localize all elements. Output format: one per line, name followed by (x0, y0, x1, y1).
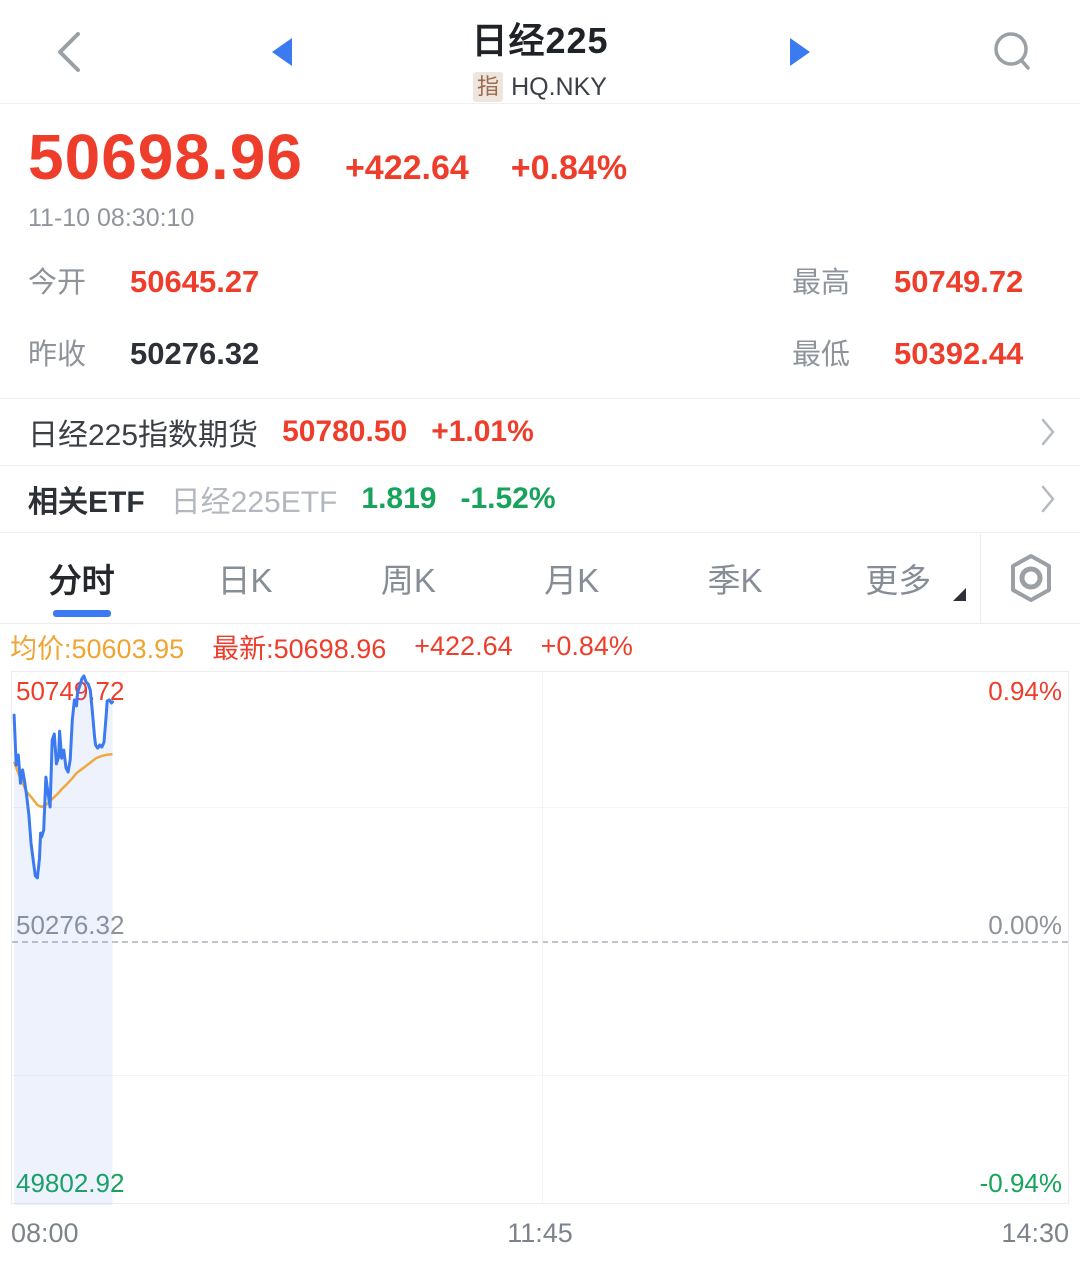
x-tick-mid: 11:45 (507, 1218, 573, 1248)
latest-change-pct-label: +0.84% (540, 630, 633, 661)
futures-price: 50780.50 (282, 415, 408, 448)
header-title-block: 日经225 指 HQ.NKY (0, 12, 1080, 102)
latest-price-label: 最新:50698.96 (212, 633, 387, 664)
header: 日经225 指 HQ.NKY (0, 0, 1080, 104)
prev-close-dashed-line (12, 941, 1068, 943)
y-label-low: 49802.92 (16, 1168, 125, 1198)
stat-high: 最高 50749.72 (540, 259, 1052, 301)
back-chevron-icon (58, 32, 80, 72)
active-tab-underline (52, 610, 111, 617)
last-price: 50698.96 (28, 121, 303, 193)
etf-row[interactable]: 相关ETF 日经225ETF 1.819 -1.52% (0, 465, 1080, 532)
tab-label: 更多 (865, 562, 932, 599)
y-label-prevclose: 50276.32 (16, 910, 125, 940)
gridline-vertical (542, 672, 543, 1203)
tab-label: 月K (544, 562, 600, 599)
quote-stats: 今开 50645.27 最高 50749.72 昨收 50276.32 最低 5… (28, 259, 1052, 373)
chart-settings-button[interactable] (980, 533, 1080, 623)
y-label-high: 50749.72 (16, 676, 125, 706)
price-change-pct: +0.84% (510, 149, 628, 187)
search-button[interactable] (990, 28, 1036, 76)
avg-price-label: 均价:50603.95 (10, 633, 185, 664)
futures-label: 日经225指数期货 (28, 419, 259, 452)
futures-change-pct: +1.01% (431, 415, 534, 448)
prev-stock-button[interactable] (262, 34, 302, 70)
stat-label: 今开 (28, 267, 87, 299)
y-label-low-pct: -0.94% (979, 1168, 1062, 1198)
stat-value: 50276.32 (130, 336, 260, 371)
symbol-code: HQ.NKY (511, 72, 607, 101)
futures-row[interactable]: 日经225指数期货 50780.50 +1.01% (0, 398, 1080, 465)
quote-timestamp: 11-10 08:30:10 (28, 204, 195, 232)
price-change: +422.64 (344, 149, 469, 187)
tab-quarterly-k[interactable]: 季K (653, 533, 816, 623)
tab-label: 日K (217, 562, 273, 599)
back-button[interactable] (48, 26, 92, 78)
next-triangle-icon (790, 38, 810, 66)
chart-tabs: 分时 日K 周K 月K 季K 更多 (0, 532, 1080, 624)
next-stock-button[interactable] (780, 34, 820, 70)
tab-label: 周K (380, 562, 436, 599)
tab-label: 季K (707, 562, 763, 599)
tab-label: 分时 (48, 562, 115, 599)
chevron-right-icon (1041, 485, 1055, 513)
etf-change-pct: -1.52% (460, 482, 556, 515)
tab-daily-k[interactable]: 日K (163, 533, 326, 623)
y-label-zero-pct: 0.00% (988, 910, 1062, 940)
etf-name: 日经225ETF (170, 486, 338, 519)
page-title: 日经225 (471, 20, 609, 61)
stat-low: 最低 50392.44 (540, 331, 1052, 373)
more-caret-icon (952, 588, 966, 601)
chart-info-bar: 均价:50603.95 最新:50698.96 +422.64 +0.84% (0, 624, 1080, 664)
x-tick-close: 14:30 (1001, 1218, 1069, 1248)
stat-value: 50645.27 (130, 264, 260, 299)
x-axis: 08:00 11:45 14:30 (11, 1212, 1069, 1252)
tab-minute[interactable]: 分时 (0, 533, 163, 623)
stat-prev-close: 昨收 50276.32 (28, 331, 540, 373)
stat-value: 50749.72 (894, 264, 1024, 299)
intraday-chart[interactable]: 50749.72 0.94% 50276.32 0.00% 49802.92 -… (11, 671, 1069, 1205)
quote-section: 50698.96 +422.64 +0.84% 11-10 08:30:10 今… (0, 104, 1080, 398)
gear-icon (1010, 554, 1051, 602)
stat-label: 最低 (792, 339, 851, 371)
prev-triangle-icon (272, 38, 292, 66)
stat-label: 最高 (792, 267, 851, 299)
tab-more[interactable]: 更多 (817, 533, 980, 623)
stat-open: 今开 50645.27 (28, 259, 540, 301)
tab-monthly-k[interactable]: 月K (490, 533, 653, 623)
index-type-badge: 指 (473, 72, 504, 102)
gridline-horizontal (12, 1075, 1068, 1076)
stat-value: 50392.44 (894, 336, 1024, 371)
gridline-horizontal (12, 807, 1068, 808)
chevron-right-icon (1041, 418, 1055, 446)
latest-change-label: +422.64 (414, 630, 513, 661)
y-label-high-pct: 0.94% (988, 676, 1062, 706)
tab-weekly-k[interactable]: 周K (327, 533, 490, 623)
price-line-chart (12, 674, 114, 1205)
search-icon (994, 32, 1030, 70)
stat-label: 昨收 (28, 339, 87, 371)
etf-price: 1.819 (361, 482, 437, 515)
x-tick-open: 08:00 (11, 1218, 79, 1248)
etf-label: 相关ETF (28, 486, 145, 519)
